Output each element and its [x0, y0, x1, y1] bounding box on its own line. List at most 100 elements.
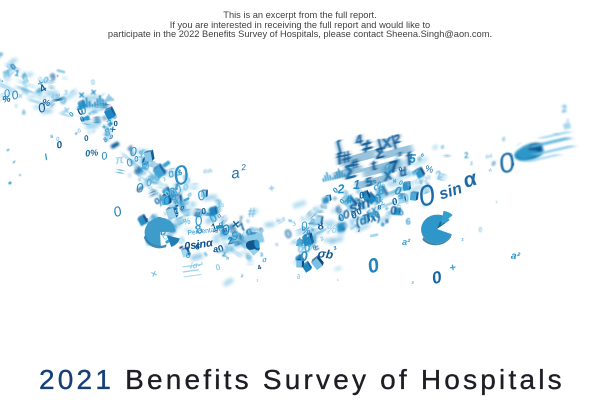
svg-text:0: 0 [127, 173, 131, 180]
svg-text:0: 0 [385, 212, 390, 218]
svg-text:1: 1 [148, 213, 158, 224]
svg-text:9: 9 [179, 198, 185, 209]
svg-text:σ: σ [372, 181, 382, 194]
svg-text:3: 3 [173, 206, 178, 215]
svg-text:0: 0 [192, 182, 199, 193]
svg-text:7: 7 [306, 243, 315, 256]
svg-text:%: % [151, 213, 159, 223]
svg-text:×: × [136, 164, 145, 177]
svg-text:d: d [398, 164, 409, 180]
svg-text:4: 4 [127, 143, 134, 154]
svg-text:6: 6 [502, 136, 506, 143]
svg-text:0: 0 [338, 197, 347, 206]
svg-text:0: 0 [100, 101, 108, 109]
svg-text:0: 0 [221, 222, 232, 239]
svg-text:8: 8 [104, 128, 111, 139]
svg-text:0: 0 [199, 211, 203, 218]
svg-text:²: ² [88, 121, 93, 126]
svg-text:l: l [43, 152, 49, 162]
svg-text:0: 0 [146, 178, 153, 189]
svg-text:0: 0 [132, 161, 141, 171]
svg-text:∂: ∂ [296, 273, 302, 282]
svg-text:0: 0 [478, 227, 484, 235]
svg-text:|X|: |X| [376, 133, 398, 154]
svg-text:0: 0 [185, 250, 191, 260]
svg-text:π: π [385, 206, 391, 212]
svg-text:0: 0 [509, 152, 514, 159]
svg-text:5: 5 [178, 169, 184, 177]
svg-text:=: = [355, 186, 362, 196]
svg-text:#: # [148, 187, 158, 200]
svg-text:9: 9 [0, 90, 9, 104]
svg-text:0: 0 [77, 128, 82, 135]
svg-text:0: 0 [42, 75, 49, 86]
svg-text:∫: ∫ [334, 137, 345, 155]
svg-text:%: % [354, 195, 364, 206]
svg-text:0: 0 [163, 194, 171, 208]
svg-text:0: 0 [138, 167, 143, 174]
svg-text:#: # [384, 216, 391, 226]
svg-text:²: ² [379, 199, 383, 206]
svg-text:#: # [232, 239, 237, 247]
svg-text:6: 6 [134, 164, 141, 176]
svg-text:0: 0 [219, 214, 230, 225]
svg-text:5: 5 [221, 203, 226, 209]
svg-text:π: π [487, 167, 494, 174]
svg-text:²: ² [241, 273, 244, 282]
svg-text:+: + [449, 262, 458, 275]
svg-text:7: 7 [315, 227, 319, 232]
svg-text:0: 0 [183, 207, 192, 220]
svg-text:0: 0 [152, 172, 163, 185]
svg-text:e: e [440, 144, 445, 152]
svg-text:7: 7 [234, 230, 244, 240]
svg-text:¹: ¹ [336, 278, 339, 285]
svg-text:0: 0 [390, 196, 400, 208]
svg-text:6: 6 [333, 203, 344, 217]
svg-text:²: ² [411, 281, 415, 288]
svg-text:0: 0 [140, 160, 148, 173]
svg-text:0: 0 [372, 196, 382, 209]
svg-text:α: α [419, 152, 426, 159]
svg-text:9: 9 [38, 87, 43, 95]
svg-text:+: + [516, 141, 523, 148]
svg-text:σ: σ [77, 114, 82, 121]
svg-text:π: π [114, 152, 125, 167]
svg-text:α: α [194, 208, 202, 219]
svg-text:%: % [107, 111, 118, 123]
svg-text:0: 0 [60, 95, 66, 107]
svg-text:0: 0 [337, 213, 346, 225]
svg-text:=: = [210, 218, 217, 226]
svg-text:ƒ: ƒ [403, 148, 415, 166]
svg-text:²: ² [397, 151, 404, 164]
svg-text:ılııl: ılııl [485, 153, 493, 160]
svg-text:0: 0 [491, 160, 496, 168]
svg-text:0: 0 [170, 159, 192, 192]
svg-text:0: 0 [83, 133, 90, 143]
svg-text:Percentage: Percentage [187, 226, 223, 237]
svg-text:z: z [469, 161, 474, 168]
svg-text:×: × [307, 220, 315, 228]
svg-text:σ: σ [339, 219, 350, 232]
svg-text:σ: σ [432, 142, 439, 152]
svg-text:#: # [137, 177, 144, 184]
svg-text:a²: a² [510, 251, 521, 263]
svg-text:π: π [140, 153, 149, 167]
svg-text:0: 0 [215, 262, 222, 273]
svg-text:1: 1 [237, 215, 244, 227]
svg-text:²: ² [92, 107, 97, 117]
svg-text:σ: σ [218, 221, 224, 229]
svg-text:9: 9 [48, 71, 58, 84]
svg-text:6: 6 [63, 76, 67, 82]
svg-text:6: 6 [49, 85, 53, 91]
svg-text:0: 0 [401, 192, 412, 206]
svg-text:8: 8 [310, 234, 319, 247]
svg-text:σ: σ [511, 161, 516, 167]
svg-text:%: % [325, 221, 338, 237]
svg-text:0: 0 [276, 218, 279, 223]
svg-text:2: 2 [245, 228, 254, 239]
svg-text:0: 0 [159, 226, 167, 239]
svg-text:7: 7 [0, 51, 3, 63]
svg-text:s: s [50, 134, 55, 141]
svg-text:0: 0 [398, 166, 404, 174]
svg-text:9: 9 [282, 217, 285, 223]
